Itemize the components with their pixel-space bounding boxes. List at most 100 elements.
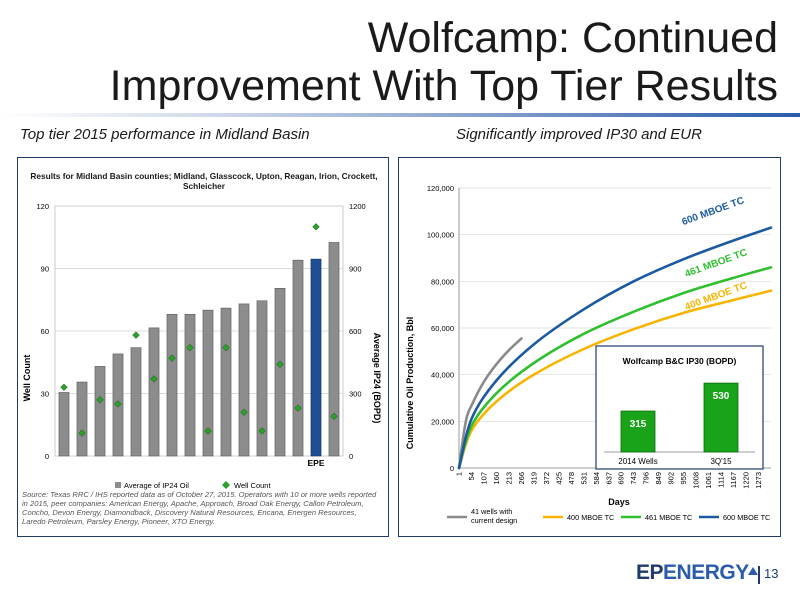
inset-bar-value: 530 (713, 391, 730, 402)
legend-current-design-label-2: current design (471, 516, 517, 525)
line-x-tick-label: 425 (554, 472, 563, 485)
cumulative-production-chart: 0 20,000 40,000 60,000 80,000 100,000 120,000 1… (405, 184, 773, 525)
logo-triangle-icon (748, 567, 758, 575)
ip24-bar (292, 259, 304, 457)
epe-bar (310, 258, 322, 457)
tc-400-curve (457, 289, 773, 470)
bar-y2-tick-label: 900 (349, 265, 362, 274)
line-x-tick-label: 1008 (692, 472, 701, 489)
inset-bar (703, 382, 739, 453)
well-count-marker (330, 412, 338, 421)
source-note: Source: Texas RRC / IHS reported data as… (22, 490, 377, 526)
line-x-tick-label: 743 (629, 472, 638, 485)
ip24-bar (130, 347, 142, 457)
slide-title: Wolfcamp: Continued Improvement With Top… (18, 14, 778, 110)
bar-y2-tick-label: 0 (349, 452, 353, 461)
line-x-tick-label: 584 (592, 472, 601, 485)
well-count-marker (78, 429, 86, 437)
line-x-tick-label: 690 (617, 472, 626, 485)
well-count-marker (276, 360, 284, 369)
line-x-tick-label: 1061 (704, 472, 713, 489)
well-count-marker (96, 395, 104, 404)
line-x-tick-label: 160 (492, 472, 501, 485)
line-x-tick-label: 1114 (717, 472, 726, 488)
line-x-tick-label: 796 (642, 472, 651, 485)
line-x-tick-label: 902 (667, 472, 676, 485)
ip24-bar (238, 303, 250, 457)
legend-swatch-well-count (222, 481, 230, 489)
inset-title: Wolfcamp B&C IP30 (BOPD) (623, 356, 737, 366)
bar-y-tick-label: 30 (41, 390, 49, 399)
inset-category-label: 2014 Wells (618, 457, 657, 466)
ip24-bar (58, 392, 70, 457)
well-count-marker (258, 427, 266, 435)
well-count-marker (240, 408, 248, 417)
line-x-tick-label: 1273 (754, 472, 763, 489)
well-count-ip24-chart: Results for Midland Basin counties; Midl… (22, 171, 382, 490)
line-x-tick-label: 266 (517, 472, 526, 485)
line-x-tick-label: 107 (479, 472, 488, 485)
line-x-tick-label: 531 (579, 472, 588, 485)
title-line-2: Improvement With Top Tier Results (109, 62, 778, 110)
ip24-bar (274, 287, 286, 457)
line-x-tick-label: 54 (467, 472, 476, 480)
right-chart-subtitle: Significantly improved IP30 and EUR (456, 126, 702, 143)
line-x-tick-label: 1167 (729, 472, 738, 488)
inset-bar (620, 410, 656, 453)
line-y-tick-label: 100,000 (427, 231, 454, 240)
page-divider (758, 566, 760, 584)
ip24-bar (76, 381, 88, 457)
ep-energy-logo: EPENERGY (636, 561, 749, 585)
legend-label-ip24: Average of IP24 Oil (124, 481, 189, 490)
bar-y2-axis-label: Average IP24 (BOPD) (372, 333, 382, 424)
tc-600-curve (457, 226, 773, 470)
line-y-axis-label: Cumulative Oil Production, Bbl (405, 317, 415, 450)
title-underline (0, 113, 800, 117)
left-chart-subtitle: Top tier 2015 performance in Midland Bas… (20, 126, 310, 143)
well-count-marker (132, 331, 140, 339)
well-count-marker (222, 343, 230, 352)
epe-label: EPE (307, 458, 324, 468)
well-count-marker (150, 375, 158, 383)
line-x-tick-label: 319 (529, 472, 538, 485)
legend-label-well-count: Well Count (234, 481, 271, 490)
left-chart-panel: Results for Midland Basin counties; Midl… (17, 157, 389, 537)
bar-y2-tick-label: 300 (349, 390, 362, 399)
line-x-tick-label: 1220 (742, 472, 751, 489)
ip24-bar (148, 327, 160, 457)
ip24-bar (94, 366, 106, 457)
ip24-bar (202, 309, 214, 457)
line-y-tick-label: 0 (450, 464, 454, 473)
legend-461-tc-label: 461 MBOE TC (645, 513, 692, 522)
well-count-marker (294, 404, 302, 412)
bar-y-tick-label: 120 (36, 202, 49, 211)
bar-chart-title-line-1: Results for Midland Basin counties; Midl… (30, 171, 377, 181)
curve-annotation: 600 MBOE TC (680, 195, 745, 228)
well-count-marker (168, 354, 176, 362)
well-count-marker (312, 223, 320, 231)
logo-ep-text: EP (636, 561, 664, 584)
line-x-tick-label: 478 (567, 472, 576, 485)
line-y-tick-label: 120,000 (427, 184, 454, 193)
tc-461-curve (457, 266, 773, 470)
well-count-marker (204, 427, 212, 435)
bar-y2-tick-label: 600 (349, 327, 362, 336)
inset-bar-value: 315 (630, 419, 647, 430)
curve-annotation: 400 MBOE TC (683, 280, 748, 313)
line-x-tick-label: 637 (604, 472, 613, 485)
page-number: 13 (764, 566, 779, 581)
well-count-marker (60, 383, 68, 392)
line-y-tick-label: 20,000 (431, 417, 454, 426)
bar-y-tick-label: 60 (41, 327, 49, 336)
line-x-tick-label: 213 (504, 472, 513, 485)
line-x-axis-label: Days (608, 497, 630, 507)
bar-y-axis-label: Well Count (22, 355, 32, 402)
legend-600-tc-label: 600 MBOE TC (723, 513, 770, 522)
title-line-1: Wolfcamp: Continued (367, 14, 778, 62)
line-y-tick-label: 60,000 (431, 324, 454, 333)
bar-y-tick-label: 90 (41, 265, 49, 274)
line-y-tick-label: 80,000 (431, 277, 454, 286)
well-count-marker (114, 400, 122, 408)
current-design-curve (457, 337, 523, 470)
ip24-bar (166, 314, 178, 457)
